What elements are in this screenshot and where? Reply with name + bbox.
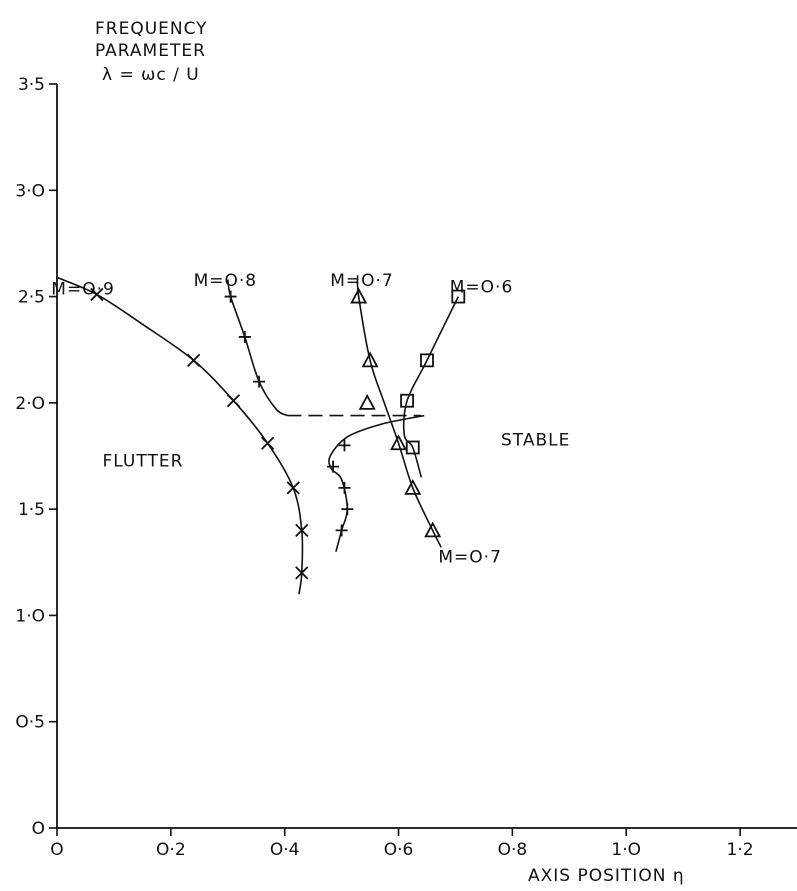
x-tick-label: O (50, 840, 63, 860)
x-axis-label: AXIS POSITION η (528, 866, 685, 886)
y-tick-label: 3·5 (18, 75, 45, 95)
x-tick-label: O·2 (156, 840, 186, 860)
series-line-mo9 (56, 276, 304, 595)
annotation-label: M=O·9 (51, 279, 115, 299)
data-point-square (400, 393, 414, 408)
x-tick-label: 1·2 (727, 840, 754, 860)
annotation-label: M=O·6 (450, 277, 514, 297)
data-point-plus (238, 330, 251, 343)
x-tick-label: 1·O (611, 840, 641, 860)
markers (90, 287, 466, 580)
data-point-plus (224, 290, 237, 303)
annotation-label: M=O·7 (330, 271, 394, 291)
axes (49, 83, 797, 836)
annotations: M=O·9 M=O·8 M=O·7 M=O·6 M=O·7 FLUTTER STABLE (51, 271, 570, 567)
data-point-cross (295, 523, 309, 538)
data-point-square (451, 289, 466, 304)
y-tick-label: 1·O (15, 606, 45, 626)
series-line-mo7 (356, 275, 442, 548)
series-loop-line-mo8 (328, 414, 425, 552)
y-tick-label: 2·5 (18, 288, 45, 308)
data-point-cross (186, 353, 201, 367)
ylabel-line-2: PARAMETER (95, 41, 206, 61)
ylabel-line-1: FREQUENCY (95, 19, 208, 39)
data-point-triangle (350, 287, 368, 304)
data-point-cross (260, 436, 275, 450)
y-tick-label: 1·5 (18, 500, 45, 520)
y-tick-label: 2·O (15, 394, 45, 414)
annotation-label: STABLE (501, 430, 570, 450)
data-point-triangle (404, 478, 422, 495)
x-tick-label: O·6 (384, 840, 414, 860)
data-point-triangle (390, 434, 408, 451)
data-point-triangle (361, 351, 379, 368)
data-point-cross (295, 566, 309, 580)
y-tick-label: 3·O (15, 181, 45, 201)
data-point-cross (90, 287, 104, 302)
data-point-plus (335, 524, 348, 537)
data-point-plus (327, 460, 340, 473)
data-point-cross (286, 481, 300, 495)
tick-labels: O O·5 1·O 1·5 2·O 2·5 3·O 3·5 O O·2 O·4 O·6 O·8 1·O 1·… (15, 75, 753, 860)
series-line-mo8 (227, 279, 288, 417)
x-tick-label: O·4 (270, 840, 300, 860)
x-tick-label: O·8 (498, 840, 528, 860)
data-point-triangle (424, 521, 442, 538)
data-point-plus (253, 375, 266, 388)
data-point-plus (338, 481, 351, 494)
data-point-square (420, 353, 434, 368)
data-point-square (405, 440, 420, 455)
annotation-label: FLUTTER (103, 452, 184, 472)
data-point-plus (338, 439, 351, 452)
annotation-label: M=O·7 (438, 547, 502, 567)
data-point-triangle (358, 393, 376, 410)
series-line-mo6 (402, 296, 460, 478)
ylabel-line-3: λ = ωc / U (102, 65, 200, 85)
y-tick-label: O·5 (15, 713, 45, 733)
data-point-plus (341, 503, 354, 516)
y-tick-label: O (32, 819, 45, 839)
annotation-label: M=O·8 (194, 271, 258, 291)
curves (56, 275, 460, 595)
data-point-cross (226, 394, 241, 408)
